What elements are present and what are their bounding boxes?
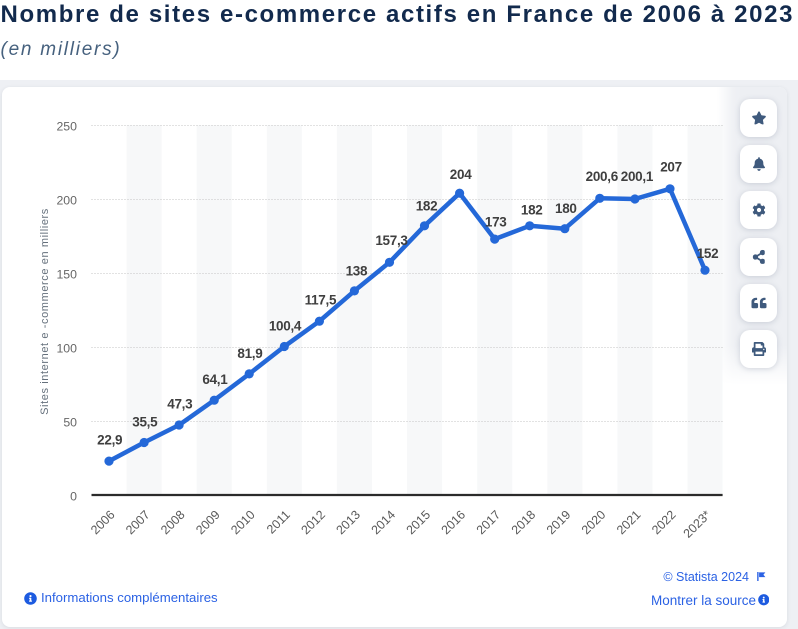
svg-text:0: 0	[70, 490, 77, 504]
svg-text:Sites internet e -commerce en: Sites internet e -commerce en milliers	[39, 208, 51, 415]
svg-text:2023*: 2023*	[681, 508, 714, 541]
svg-text:2013: 2013	[333, 508, 363, 538]
svg-text:117,5: 117,5	[305, 293, 337, 308]
svg-text:173: 173	[485, 215, 507, 230]
svg-text:204: 204	[450, 167, 472, 182]
svg-text:157,3: 157,3	[375, 233, 408, 248]
svg-text:152: 152	[697, 246, 719, 261]
svg-text:2019: 2019	[544, 508, 574, 538]
svg-text:2008: 2008	[158, 508, 188, 538]
svg-text:100: 100	[56, 342, 77, 356]
svg-text:200,1: 200,1	[621, 169, 654, 184]
svg-text:138: 138	[346, 263, 368, 278]
svg-text:100,4: 100,4	[269, 318, 302, 333]
svg-text:64,1: 64,1	[202, 372, 228, 387]
svg-text:207: 207	[660, 160, 682, 175]
svg-text:2007: 2007	[123, 508, 153, 538]
svg-text:2014: 2014	[369, 508, 399, 538]
svg-text:150: 150	[56, 268, 77, 282]
svg-text:2022: 2022	[649, 508, 679, 538]
svg-text:2009: 2009	[193, 508, 223, 538]
svg-text:182: 182	[521, 202, 543, 217]
svg-text:2021: 2021	[614, 508, 644, 538]
svg-text:2018: 2018	[509, 508, 539, 538]
svg-text:47,3: 47,3	[167, 397, 193, 412]
svg-text:2010: 2010	[228, 508, 258, 538]
svg-text:2006: 2006	[88, 508, 118, 538]
svg-text:2011: 2011	[264, 508, 293, 537]
svg-text:200,6: 200,6	[586, 169, 619, 184]
svg-text:2015: 2015	[404, 508, 434, 538]
svg-text:2012: 2012	[298, 508, 328, 538]
svg-text:180: 180	[555, 201, 577, 216]
svg-text:2017: 2017	[474, 508, 504, 538]
svg-text:250: 250	[56, 120, 77, 134]
svg-text:50: 50	[63, 416, 77, 430]
svg-text:22,9: 22,9	[97, 432, 122, 447]
svg-text:2016: 2016	[439, 508, 469, 538]
svg-text:81,9: 81,9	[237, 346, 262, 361]
svg-text:182: 182	[416, 198, 438, 213]
svg-text:200: 200	[56, 194, 77, 208]
svg-text:2020: 2020	[579, 508, 609, 538]
svg-text:35,5: 35,5	[132, 415, 158, 430]
